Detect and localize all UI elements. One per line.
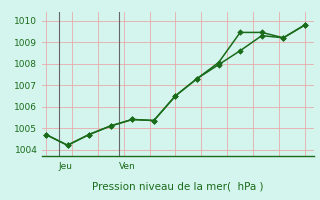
Text: Pression niveau de la mer(  hPa ): Pression niveau de la mer( hPa ) [92,182,263,192]
Text: Ven: Ven [119,162,136,171]
Text: Jeu: Jeu [59,162,73,171]
